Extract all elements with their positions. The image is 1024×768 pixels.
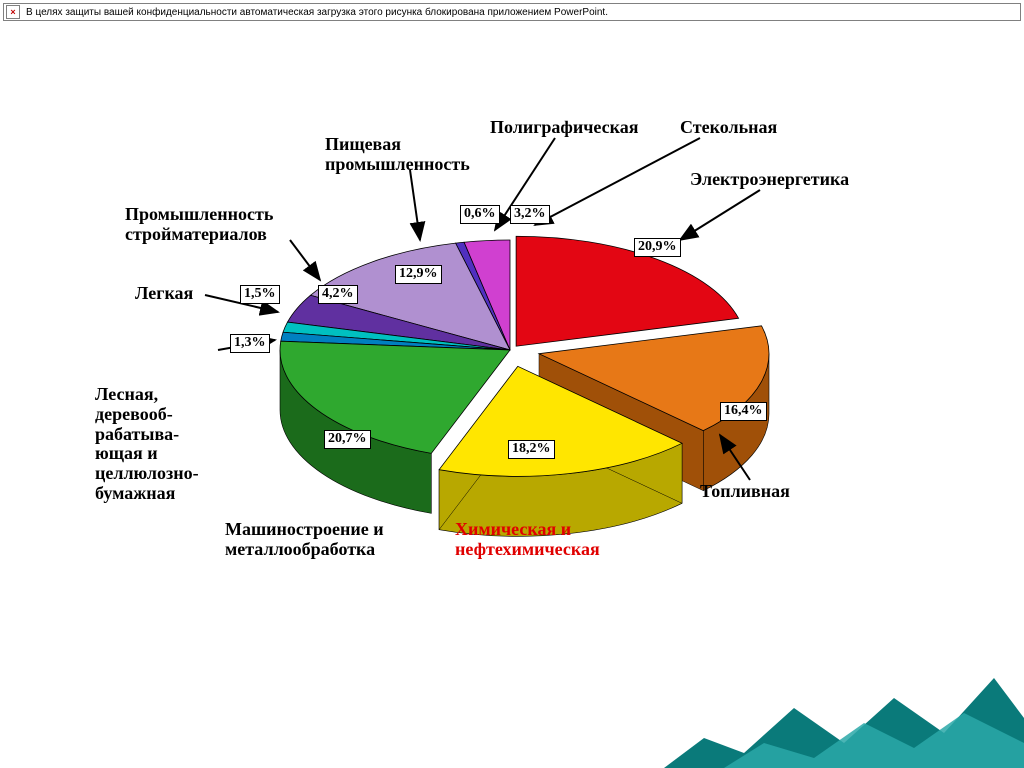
- slice-percent: 18,2%: [508, 440, 555, 459]
- slice-label: Электроэнергетика: [690, 170, 849, 190]
- slice-label: Промышленность стройматериалов: [125, 205, 273, 245]
- leader-arrow: [680, 190, 760, 240]
- slice-percent: 1,5%: [240, 285, 280, 304]
- leader-arrow: [535, 138, 700, 225]
- slice-label: Топливная: [700, 482, 790, 502]
- slice-percent: 4,2%: [318, 285, 358, 304]
- blocked-image-icon: ×: [6, 5, 20, 19]
- slice-label: Пищевая промышленность: [325, 135, 470, 175]
- privacy-notice-text: В целях защиты вашей конфиденциальности …: [26, 7, 608, 18]
- slice-label: Лесная, деревооб- рабатыва- ющая и целлю…: [95, 385, 199, 504]
- slice-percent: 0,6%: [460, 205, 500, 224]
- leader-arrow: [290, 240, 320, 280]
- slice-label: Химическая и нефтехимическая: [455, 520, 600, 560]
- slice-label: Стекольная: [680, 118, 777, 138]
- slice-percent: 12,9%: [395, 265, 442, 284]
- corner-decoration: [664, 648, 1024, 768]
- slice-percent: 3,2%: [510, 205, 550, 224]
- slice-percent: 20,7%: [324, 430, 371, 449]
- slice-label: Машиностроение и металлообработка: [225, 520, 384, 560]
- slice-label: Легкая: [135, 284, 193, 304]
- leader-arrow: [410, 170, 420, 240]
- slice-percent: 16,4%: [720, 402, 767, 421]
- slice-percent: 1,3%: [230, 334, 270, 353]
- privacy-notice-bar: × В целях защиты вашей конфиденциальност…: [3, 3, 1021, 21]
- pie-chart: Электроэнергетика 20,9% Топливная 16,4% Хими…: [0, 40, 1024, 740]
- slice-percent: 20,9%: [634, 238, 681, 257]
- pie-slice: [516, 236, 738, 346]
- slice-label: Полиграфическая: [490, 118, 638, 138]
